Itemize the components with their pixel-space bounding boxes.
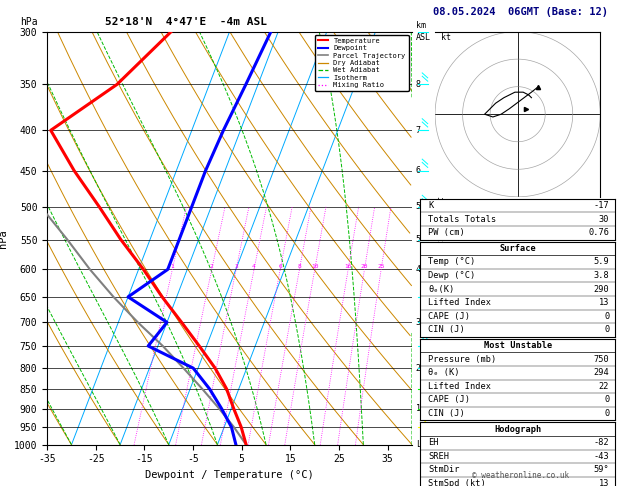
Text: Most Unstable: Most Unstable — [484, 341, 552, 350]
Text: 5.9: 5.9 — [594, 258, 610, 266]
Text: 5.5: 5.5 — [416, 202, 431, 211]
Text: Mixing Ratio (g/kg): Mixing Ratio (g/kg) — [435, 191, 444, 286]
Text: 7: 7 — [416, 126, 421, 135]
Text: 0: 0 — [604, 396, 610, 404]
Text: 0: 0 — [604, 409, 610, 418]
Text: 4: 4 — [416, 265, 421, 274]
Text: -17: -17 — [594, 201, 610, 210]
Text: © weatheronline.co.uk: © weatheronline.co.uk — [472, 471, 569, 480]
Text: 13: 13 — [599, 479, 610, 486]
X-axis label: Dewpoint / Temperature (°C): Dewpoint / Temperature (°C) — [145, 470, 314, 480]
Text: 8: 8 — [298, 264, 301, 269]
Text: StmDir: StmDir — [428, 466, 459, 474]
Text: Lifted Index: Lifted Index — [428, 382, 491, 391]
Text: 0.76: 0.76 — [588, 228, 610, 237]
Text: hPa: hPa — [20, 17, 38, 27]
Text: 750: 750 — [594, 355, 610, 364]
Text: 4: 4 — [252, 264, 256, 269]
Text: -43: -43 — [594, 452, 610, 461]
Text: -82: -82 — [594, 438, 610, 447]
Text: CIN (J): CIN (J) — [428, 326, 465, 334]
Text: 25: 25 — [377, 264, 385, 269]
Text: 3.8: 3.8 — [594, 271, 610, 280]
Text: EH: EH — [428, 438, 438, 447]
Text: 2: 2 — [210, 264, 214, 269]
Text: 10: 10 — [311, 264, 318, 269]
Text: CAPE (J): CAPE (J) — [428, 312, 470, 321]
Text: Lifted Index: Lifted Index — [428, 298, 491, 307]
Text: 22: 22 — [599, 382, 610, 391]
Text: 294: 294 — [594, 368, 610, 377]
Text: 5: 5 — [416, 235, 421, 244]
Text: 2: 2 — [416, 364, 421, 373]
Text: 290: 290 — [594, 285, 610, 294]
Text: Temp (°C): Temp (°C) — [428, 258, 476, 266]
Text: SREH: SREH — [428, 452, 449, 461]
Y-axis label: hPa: hPa — [0, 229, 8, 247]
Text: K: K — [428, 201, 433, 210]
Legend: Temperature, Dewpoint, Parcel Trajectory, Dry Adiabat, Wet Adiabat, Isotherm, Mi: Temperature, Dewpoint, Parcel Trajectory… — [314, 35, 408, 91]
Text: 3: 3 — [234, 264, 238, 269]
Text: CAPE (J): CAPE (J) — [428, 396, 470, 404]
Text: Pressure (mb): Pressure (mb) — [428, 355, 496, 364]
Text: 6: 6 — [416, 166, 421, 175]
Text: 16: 16 — [345, 264, 352, 269]
Text: 0: 0 — [604, 326, 610, 334]
Text: ASL: ASL — [416, 33, 431, 42]
Text: 59°: 59° — [594, 466, 610, 474]
Text: 1: 1 — [170, 264, 174, 269]
Text: Surface: Surface — [499, 244, 536, 253]
Text: 52°18'N  4°47'E  -4m ASL: 52°18'N 4°47'E -4m ASL — [105, 17, 267, 27]
Text: Hodograph: Hodograph — [494, 425, 542, 434]
Text: 20: 20 — [361, 264, 368, 269]
Text: θₑ (K): θₑ (K) — [428, 368, 459, 377]
Text: kt: kt — [440, 33, 450, 42]
Text: 08.05.2024  06GMT (Base: 12): 08.05.2024 06GMT (Base: 12) — [433, 7, 608, 17]
Text: Totals Totals: Totals Totals — [428, 215, 496, 224]
Text: StmSpd (kt): StmSpd (kt) — [428, 479, 486, 486]
Text: 0: 0 — [604, 312, 610, 321]
Text: CIN (J): CIN (J) — [428, 409, 465, 418]
Text: Dewp (°C): Dewp (°C) — [428, 271, 476, 280]
Text: 6: 6 — [279, 264, 282, 269]
Text: PW (cm): PW (cm) — [428, 228, 465, 237]
Text: 1: 1 — [416, 404, 421, 413]
Text: 13: 13 — [599, 298, 610, 307]
Text: km: km — [416, 21, 426, 30]
Text: LCL: LCL — [416, 440, 431, 449]
Text: 8: 8 — [416, 80, 421, 89]
Text: θₑ(K): θₑ(K) — [428, 285, 454, 294]
Text: 3: 3 — [416, 318, 421, 327]
Text: 30: 30 — [599, 215, 610, 224]
